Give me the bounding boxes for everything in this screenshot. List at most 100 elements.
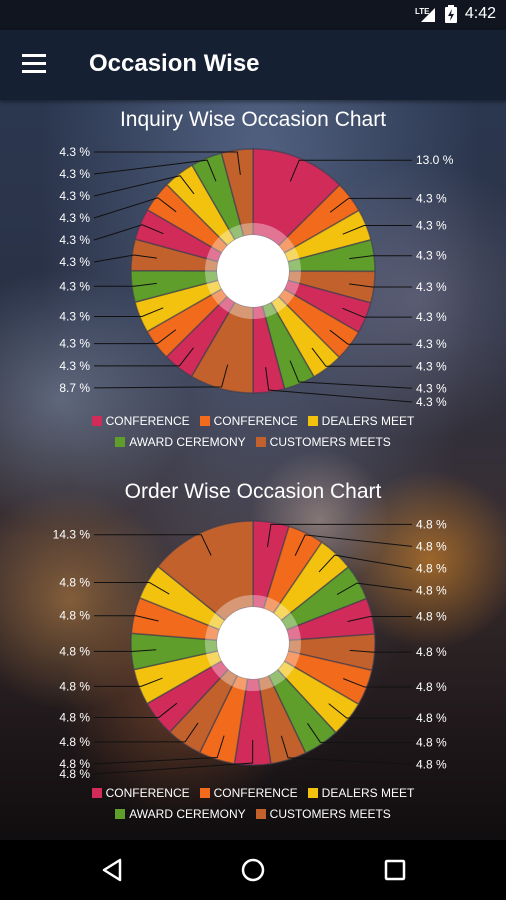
- chart-title-order: Order Wise Occasion Chart: [124, 480, 382, 503]
- label-leader-line: [266, 523, 412, 548]
- slice-label: 4.8 %: [59, 767, 90, 781]
- label-leader-line: [349, 283, 412, 288]
- label-leader-line: [265, 367, 413, 403]
- label-leader-line: [311, 347, 412, 367]
- inquiry-donut-chart: 13.0 %4.3 %4.3 %4.3 %4.3 %4.3 %4.3 %4.3 …: [59, 145, 454, 409]
- slice-label: 4.8 %: [416, 645, 447, 659]
- slice-label: 4.3 %: [416, 191, 447, 205]
- slice-label: 4.3 %: [416, 280, 447, 294]
- label-leader-line: [289, 159, 412, 182]
- label-leader-line: [342, 224, 412, 235]
- label-leader-line: [93, 224, 164, 241]
- battery-icon: [444, 5, 457, 23]
- slice-label: 4.8 %: [416, 680, 447, 694]
- legend-item: DEALERS MEET: [307, 414, 414, 428]
- slice-label: 14.3 %: [53, 528, 91, 542]
- label-leader-line: [280, 735, 413, 765]
- slice-label: 4.8 %: [416, 539, 447, 553]
- slice-label: 4.3 %: [59, 189, 90, 203]
- slice-label: 4.3 %: [59, 255, 90, 269]
- label-leader-line: [328, 703, 412, 719]
- slice-label: 4.8 %: [59, 679, 90, 693]
- slice-label: 4.3 %: [59, 145, 90, 159]
- label-leader-line: [94, 581, 170, 595]
- donut-hole: [217, 235, 289, 307]
- label-leader-line: [93, 175, 195, 197]
- signal-icon: LTE: [415, 7, 435, 22]
- legend-item: CONFERENCE: [91, 414, 190, 428]
- label-leader-line: [94, 534, 212, 556]
- page-title: Occasion Wise: [89, 50, 260, 77]
- label-leader-line: [93, 254, 157, 263]
- slice-label: 4.3 %: [59, 279, 90, 293]
- label-leader-line: [94, 151, 241, 175]
- label-leader-line: [307, 723, 412, 743]
- label-leader-line: [289, 360, 413, 389]
- label-leader-line: [93, 197, 177, 219]
- slice-label: 4.3 %: [59, 359, 90, 373]
- label-leader-line: [294, 534, 413, 556]
- slice-label: 4.8 %: [416, 583, 447, 597]
- label-leader-line: [93, 735, 225, 765]
- slice-label: 4.3 %: [59, 310, 90, 324]
- hamburger-menu-icon[interactable]: [22, 54, 46, 74]
- donut-hole: [217, 607, 289, 679]
- label-leader-line: [318, 554, 413, 573]
- slice-label: 8.7 %: [59, 381, 90, 395]
- slice-label: 13.0 %: [416, 153, 454, 167]
- status-time: 4:42: [464, 5, 496, 22]
- legend-item: CUSTOMERS MEETS: [255, 807, 391, 821]
- slice-label: 4.8 %: [416, 735, 447, 749]
- slice-label: 4.8 %: [416, 711, 447, 725]
- slice-label: 4.3 %: [416, 359, 447, 373]
- slice-label: 4.8 %: [59, 757, 90, 771]
- label-leader-line: [329, 197, 412, 213]
- slice-label: 4.3 %: [416, 218, 447, 232]
- slice-label: 4.3 %: [416, 249, 447, 263]
- navigation-bar: [0, 840, 506, 900]
- legend-item: AWARD CEREMONY: [115, 807, 246, 821]
- slice-label: 4.3 %: [59, 337, 90, 351]
- slice-label: 4.3 %: [416, 310, 447, 324]
- label-leader-line: [343, 678, 412, 688]
- slice-label: 4.8 %: [59, 644, 90, 658]
- slice-label: 4.8 %: [59, 575, 90, 589]
- slice-label: 4.8 %: [416, 757, 447, 771]
- slice-label: 4.3 %: [59, 233, 90, 247]
- chart-title-inquiry: Inquiry Wise Occasion Chart: [119, 108, 387, 131]
- legend-item: AWARD CEREMONY: [115, 435, 246, 449]
- legend-item: CONFERENCE: [199, 786, 298, 800]
- label-leader-line: [93, 739, 254, 775]
- network-label: LTE: [415, 7, 430, 16]
- legend-item: CUSTOMERS MEETS: [255, 435, 391, 449]
- slice-label: 4.8 %: [416, 609, 447, 623]
- label-leader-line: [347, 615, 412, 623]
- slice-label: 4.3 %: [59, 211, 90, 225]
- slice-label: 4.3 %: [59, 167, 90, 181]
- label-leader-line: [94, 347, 194, 367]
- slice-label: 4.3 %: [416, 381, 447, 395]
- legend-order: CONFERENCE CONFERENCE DEALERS MEET AWARD…: [0, 786, 506, 828]
- label-leader-line: [94, 307, 164, 318]
- label-leader-line: [94, 702, 178, 718]
- label-leader-line: [349, 649, 412, 653]
- label-leader-line: [93, 159, 217, 182]
- back-triangle-icon[interactable]: [98, 855, 128, 885]
- legend-item: DEALERS MEET: [307, 786, 414, 800]
- label-leader-line: [93, 364, 229, 389]
- legend-item: CONFERENCE: [91, 786, 190, 800]
- home-circle-icon[interactable]: [238, 855, 268, 885]
- label-leader-line: [336, 582, 413, 596]
- slice-label: 4.3 %: [416, 395, 447, 409]
- app-bar: Occasion Wise: [0, 30, 506, 100]
- legend-item: CONFERENCE: [199, 414, 298, 428]
- status-bar: LTE 4:42: [0, 0, 506, 30]
- label-leader-line: [94, 615, 159, 622]
- label-leader-line: [94, 329, 177, 345]
- label-leader-line: [349, 255, 412, 260]
- slice-label: 4.8 %: [59, 735, 90, 749]
- slice-label: 4.8 %: [59, 710, 90, 724]
- recents-square-icon[interactable]: [380, 855, 410, 885]
- legend-inquiry: CONFERENCE CONFERENCE DEALERS MEET AWARD…: [0, 414, 506, 456]
- label-leader-line: [94, 282, 157, 287]
